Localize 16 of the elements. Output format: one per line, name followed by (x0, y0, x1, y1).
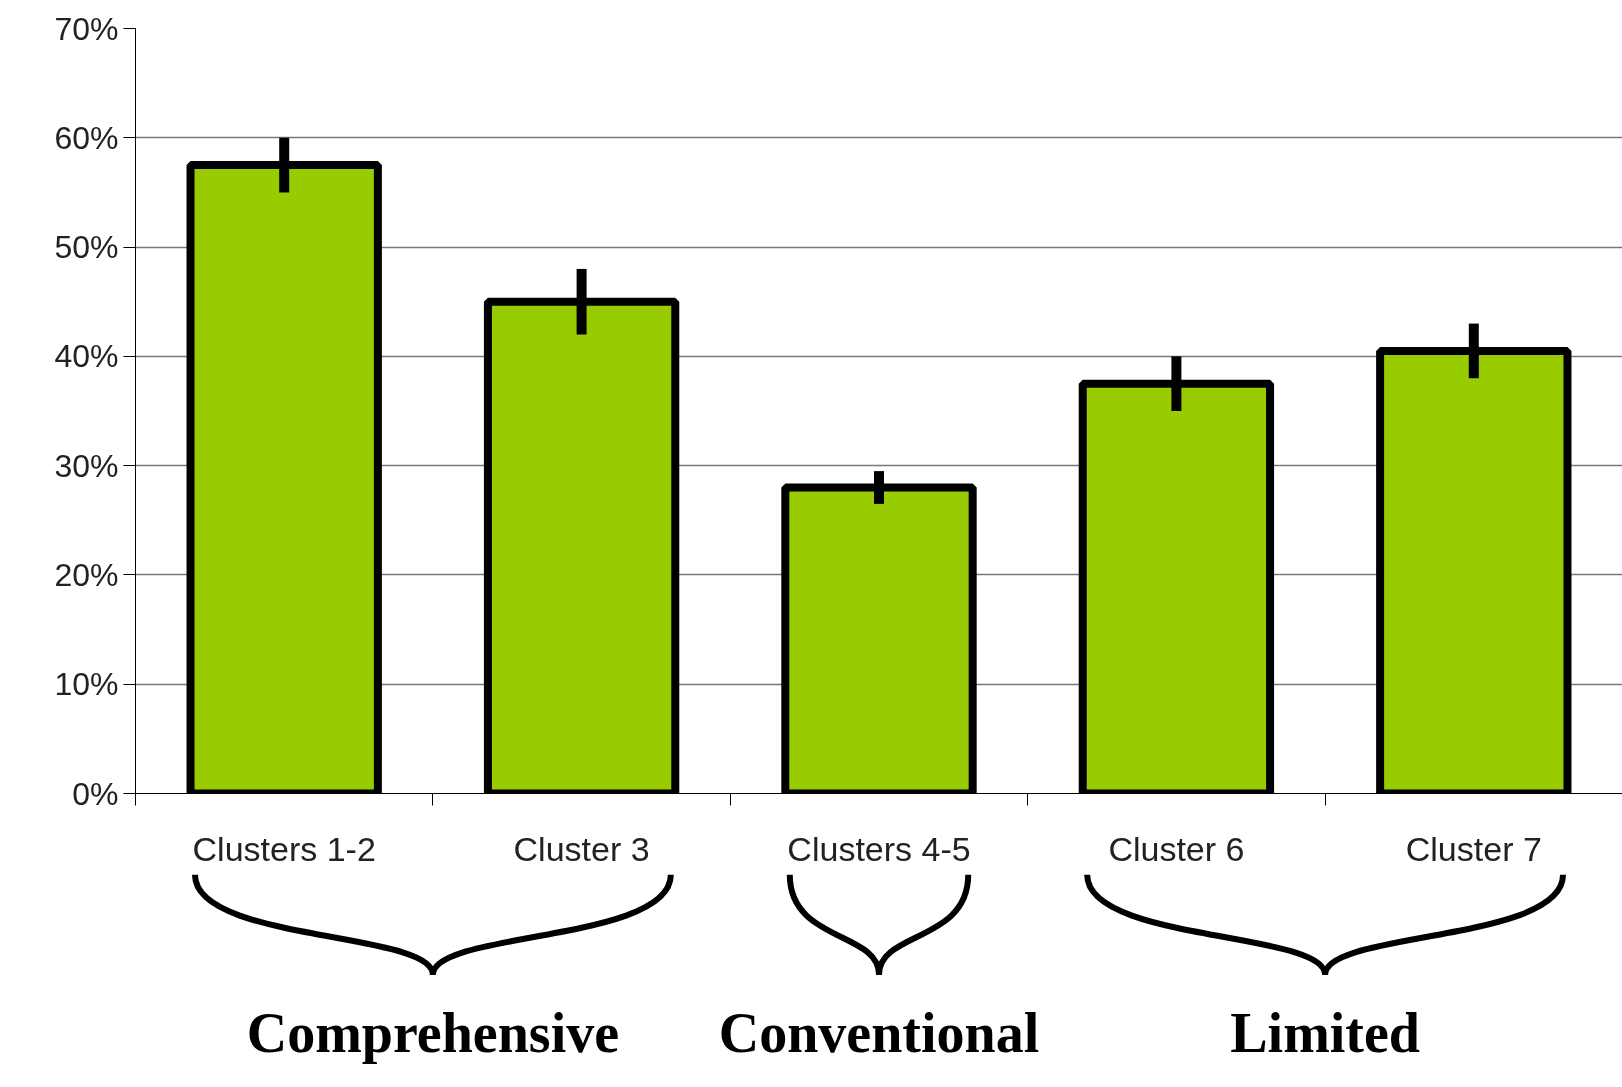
x-tick-label: Clusters 4-5 (787, 829, 971, 868)
y-tick-label: 0% (72, 775, 119, 812)
text: Comprehensive (246, 1002, 620, 1065)
y-tick-label: 20% (54, 556, 119, 593)
y-tick-label: 40% (54, 338, 119, 375)
text: Conventional (718, 1002, 1040, 1065)
x-tick-label: Clusters 1-2 (192, 829, 376, 868)
y-tick-label: 70% (54, 10, 119, 47)
y-tick-label: 60% (54, 119, 119, 156)
y-tick-label: 50% (54, 229, 119, 266)
x-tick-label: Cluster 3 (513, 829, 650, 868)
x-tick-label: Cluster 6 (1108, 829, 1245, 868)
y-tick-label: 10% (54, 666, 119, 703)
x-tick-label: Cluster 7 (1405, 829, 1542, 868)
y-tick-label: 30% (54, 447, 119, 484)
text: Limited (1230, 1002, 1420, 1065)
